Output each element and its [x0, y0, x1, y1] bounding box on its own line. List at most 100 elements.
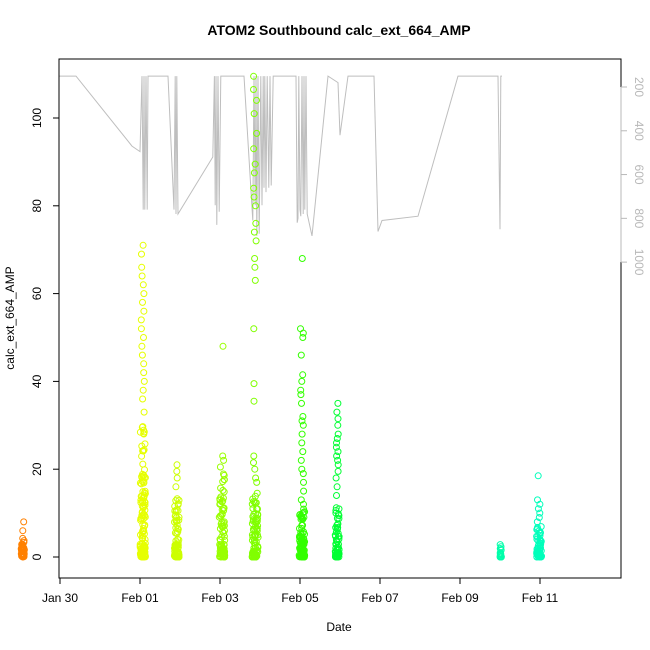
y-axis: 0 20 40 60 80 100 — [30, 108, 60, 560]
data-point-outlier — [334, 399, 342, 407]
data-point — [252, 515, 260, 523]
data-point — [299, 548, 307, 556]
data-point — [216, 512, 224, 520]
chart-title: ATOM2 Southbound calc_ext_664_AMP — [207, 22, 470, 38]
data-point — [297, 544, 304, 552]
data-point-outlier — [250, 110, 258, 118]
data-point — [219, 486, 227, 494]
data-point-outlier — [250, 325, 258, 333]
data-point-outlier — [300, 500, 307, 508]
data-point-outlier — [138, 250, 145, 258]
data-point — [216, 495, 224, 503]
data-point-outlier — [251, 465, 259, 473]
data-point-outlier — [253, 478, 261, 486]
data-point — [219, 528, 227, 536]
data-point — [139, 535, 147, 543]
y-tick-label: 60 — [30, 287, 44, 301]
data-point — [220, 488, 228, 496]
x-tick-label: Feb 01 — [121, 591, 159, 605]
data-point-outlier — [297, 351, 305, 359]
data-point-outlier — [334, 461, 342, 469]
data-point — [254, 533, 262, 541]
data-point-outlier — [19, 527, 27, 535]
data-point — [137, 531, 144, 539]
data-point — [334, 550, 342, 558]
data-point-outlier — [138, 272, 146, 280]
data-point-outlier — [250, 380, 258, 388]
data-point-outlier — [297, 325, 304, 333]
data-point — [332, 507, 340, 514]
data-point — [172, 506, 180, 514]
data-point-outlier — [300, 478, 307, 486]
data-point-outlier — [250, 72, 258, 80]
data-point-outlier — [140, 360, 148, 368]
data-point — [171, 512, 179, 520]
data-point-outlier — [253, 129, 261, 137]
data-point — [248, 552, 256, 560]
data-point — [297, 529, 305, 537]
x-axis-label: Date — [326, 620, 352, 634]
data-point-outlier — [334, 456, 342, 464]
data-point — [333, 525, 341, 533]
data-point-outlier — [300, 487, 308, 495]
data-point — [217, 536, 224, 544]
data-point-outlier — [298, 417, 306, 425]
data-point — [218, 533, 226, 541]
data-point-outlier — [333, 452, 341, 460]
data-point — [217, 484, 225, 492]
data-point — [219, 550, 227, 558]
data-point — [139, 512, 147, 520]
x-tick-label: Jan 30 — [42, 591, 78, 605]
data-point-outlier — [173, 461, 181, 469]
data-point-outlier — [250, 459, 257, 467]
data-point-outlier — [332, 443, 340, 451]
data-point — [536, 544, 544, 552]
data-point-outlier — [219, 342, 227, 350]
data-point-outlier — [299, 448, 307, 456]
data-point-outlier — [250, 169, 258, 177]
data-point — [220, 518, 228, 526]
data-point — [171, 507, 179, 515]
data-point — [250, 526, 258, 534]
data-point — [139, 499, 147, 507]
data-point — [140, 446, 148, 454]
scatter-points-layer — [17, 72, 545, 561]
data-point-outlier — [250, 397, 258, 405]
data-point-outlier — [297, 391, 305, 399]
data-point-outlier — [140, 377, 148, 385]
data-point-outlier — [216, 463, 224, 471]
data-point-outlier — [173, 474, 181, 482]
data-point — [333, 545, 341, 553]
data-point-outlier — [299, 421, 307, 429]
data-point — [537, 537, 544, 545]
data-point — [299, 514, 306, 522]
data-point-outlier — [220, 456, 228, 464]
data-point-outlier — [298, 465, 306, 473]
data-point-outlier — [251, 263, 259, 271]
data-point-outlier — [250, 452, 258, 460]
data-point-outlier — [139, 395, 147, 403]
x-tick-label: Feb 11 — [522, 591, 559, 605]
data-point-outlier — [252, 237, 260, 245]
data-point-outlier — [298, 430, 306, 438]
data-point — [220, 476, 228, 484]
data-point — [18, 545, 26, 553]
data-point-outlier — [251, 276, 259, 284]
data-point-outlier — [138, 351, 146, 359]
data-point — [136, 542, 144, 550]
data-point — [251, 525, 259, 533]
x-tick-label: Feb 03 — [201, 591, 239, 605]
data-point — [220, 471, 228, 479]
data-point — [537, 552, 545, 560]
data-point-outlier — [140, 408, 148, 416]
y2-tick-label: 800 — [632, 208, 646, 228]
data-point-outlier — [297, 496, 305, 504]
data-point-outlier — [173, 467, 181, 475]
y-axis-label: calc_ext_664_AMP — [3, 266, 17, 369]
y2-tick-label: 600 — [632, 165, 646, 185]
data-point-outlier — [140, 290, 148, 298]
data-point — [175, 516, 183, 524]
data-point — [250, 544, 258, 552]
y-tick-label: 0 — [30, 553, 44, 560]
data-point-outlier — [297, 386, 305, 394]
